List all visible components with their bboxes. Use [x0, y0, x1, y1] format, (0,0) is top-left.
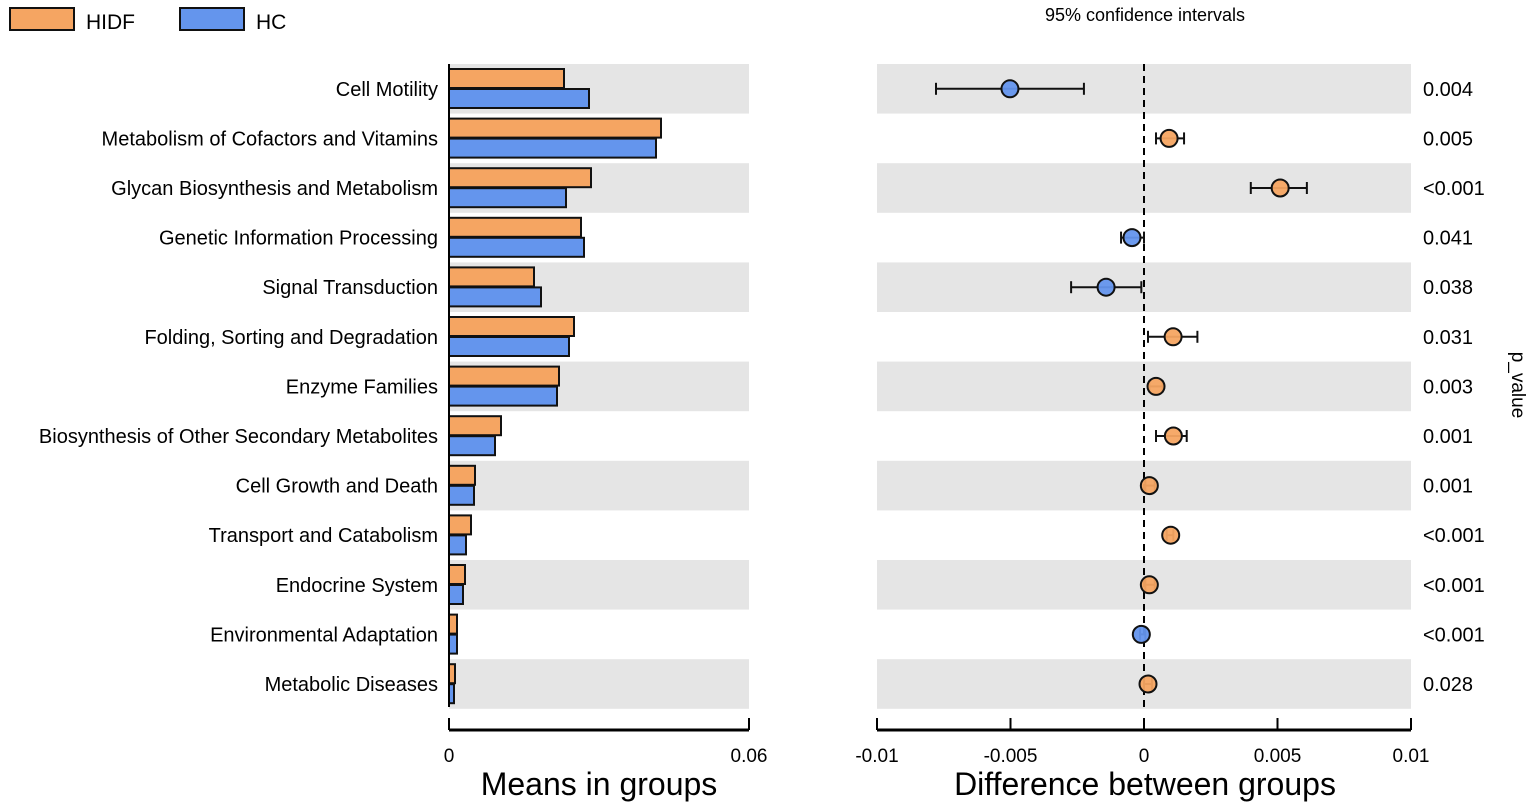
bar-hc: [448, 236, 585, 258]
category-label: Metabolism of Cofactors and Vitamins: [102, 128, 438, 150]
category-label: Transport and Catabolism: [209, 525, 438, 547]
legend-swatch-hidf: [9, 7, 75, 31]
category-label: Biosynthesis of Other Secondary Metaboli…: [39, 426, 438, 448]
p-value-label: 0.031: [1423, 327, 1473, 349]
p-value-label: 0.005: [1423, 128, 1473, 150]
category-label: Folding, Sorting and Degradation: [144, 327, 438, 349]
bar-hidf: [448, 216, 582, 238]
difference-point-hidf: [1139, 476, 1159, 496]
right-x-tick-label: -0.005: [984, 746, 1038, 767]
bar-hc: [448, 385, 558, 407]
bar-hidf: [448, 117, 662, 139]
category-label: Cell Motility: [336, 79, 438, 101]
bar-hidf: [448, 316, 575, 337]
left-x-tick-label: 0.06: [731, 746, 768, 767]
bar-hc: [448, 633, 458, 655]
category-label: Genetic Information Processing: [159, 228, 438, 250]
bar-hidf: [448, 514, 472, 536]
bar-hidf: [448, 266, 535, 288]
bar-hidf: [448, 613, 458, 635]
category-label: Glycan Biosynthesis and Metabolism: [111, 178, 438, 200]
difference-point-hc: [1000, 79, 1020, 99]
difference-point-hidf: [1138, 674, 1158, 694]
difference-point-hidf: [1146, 376, 1166, 396]
difference-point-hidf: [1270, 178, 1290, 198]
left-x-axis-title: Means in groups: [481, 766, 718, 802]
ci-title: 95% confidence intervals: [1045, 5, 1245, 25]
p-value-label: 0.028: [1423, 674, 1473, 696]
bar-hidf: [448, 167, 592, 189]
difference-point-hc: [1122, 228, 1142, 248]
difference-point-hidf: [1161, 525, 1181, 545]
difference-point-hidf: [1159, 128, 1179, 148]
difference-point-hidf: [1139, 575, 1159, 595]
bar-hc: [448, 286, 542, 308]
right-x-tick-label: -0.01: [855, 746, 898, 767]
right-x-tick-label: 0.01: [1393, 746, 1430, 767]
p-value-label: 0.003: [1423, 376, 1473, 398]
right-x-axis-title: Difference between groups: [954, 766, 1336, 802]
p-value-label: 0.004: [1423, 79, 1473, 101]
p-value-label: 0.001: [1423, 426, 1473, 448]
p-value-label: 0.001: [1423, 476, 1473, 498]
difference-point-hidf: [1163, 426, 1183, 446]
bar-hc: [448, 484, 475, 506]
left-x-tick-label: 0: [444, 746, 455, 767]
category-label: Endocrine System: [276, 575, 438, 597]
bar-hidf: [448, 365, 560, 387]
p-value-label: 0.041: [1423, 228, 1473, 250]
p-value-label: 0.038: [1423, 277, 1473, 299]
right-x-tick-label: 0.005: [1254, 746, 1302, 767]
bar-hidf: [448, 68, 565, 89]
category-label: Environmental Adaptation: [210, 624, 438, 646]
bar-hidf: [448, 564, 466, 585]
bar-hc: [448, 187, 567, 209]
difference-point-hidf: [1163, 327, 1183, 347]
bar-hc: [448, 137, 657, 159]
difference-point-hc: [1131, 624, 1151, 644]
legend-label-hc: HC: [256, 11, 286, 34]
legend-swatch-hc: [179, 7, 245, 31]
bar-hc: [448, 88, 590, 109]
bar-hc: [448, 584, 464, 605]
p-value-label: <0.001: [1423, 575, 1485, 597]
bar-hc: [448, 534, 467, 556]
bar-hidf: [448, 415, 502, 437]
difference-point-hc: [1096, 277, 1116, 297]
bar-hc: [448, 336, 570, 357]
category-label: Enzyme Families: [286, 376, 438, 398]
category-label: Metabolic Diseases: [265, 674, 438, 696]
row-band-left: [449, 659, 749, 709]
right-x-tick-label: 0: [1139, 746, 1150, 767]
legend-label-hidf: HIDF: [86, 11, 135, 34]
p-value-axis-label: p_value: [1507, 352, 1528, 419]
row-band-left: [449, 560, 749, 610]
p-value-label: <0.001: [1423, 525, 1485, 547]
bar-hidf: [448, 464, 476, 486]
category-label: Signal Transduction: [262, 277, 438, 299]
bar-hc: [448, 435, 496, 457]
category-label: Cell Growth and Death: [236, 476, 438, 498]
row-band-left: [449, 460, 749, 511]
p-value-label: <0.001: [1423, 624, 1485, 646]
p-value-label: <0.001: [1423, 178, 1485, 200]
